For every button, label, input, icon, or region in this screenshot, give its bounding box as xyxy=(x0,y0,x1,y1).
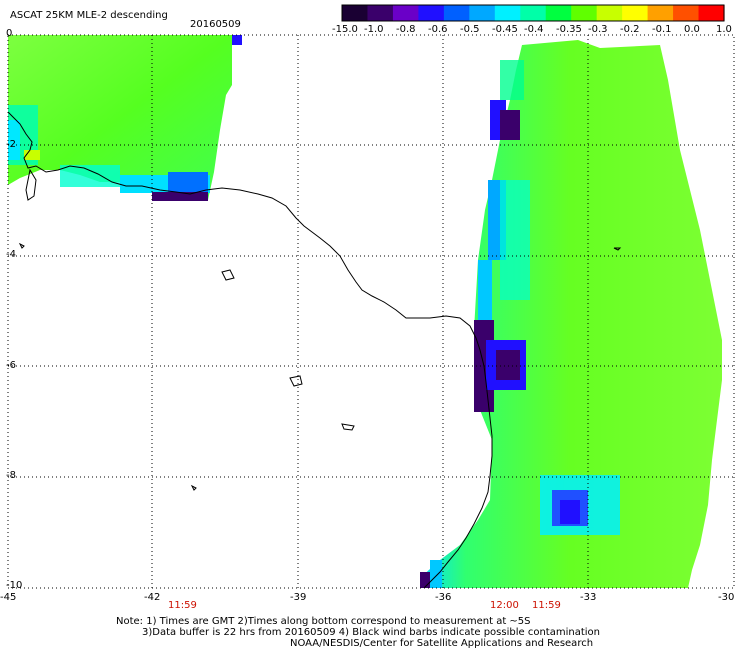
y-tick-4: -8 xyxy=(6,470,16,481)
colorbar-swatch xyxy=(673,5,700,21)
x-tick-2: -39 xyxy=(290,592,307,603)
colorbar-frame xyxy=(341,4,725,22)
product-date: 20160509 xyxy=(190,19,241,30)
colorbar-swatch xyxy=(545,5,572,21)
x-tick-0: -45 xyxy=(0,592,17,603)
east-swath xyxy=(420,40,722,588)
colorbar-swatch xyxy=(622,5,649,21)
y-tick-1: -2 xyxy=(6,139,16,150)
colorbar-swatch xyxy=(520,5,547,21)
coastline xyxy=(7,111,622,589)
colorbar-tick-label: 0.0 xyxy=(684,24,700,35)
colorbar-swatch xyxy=(494,5,521,21)
colorbar-tick-label: -0.1 xyxy=(652,24,672,35)
y-tick-0: 0 xyxy=(6,28,13,39)
colorbar-tick-label: -1.0 xyxy=(364,24,384,35)
x-tick-1: -42 xyxy=(144,592,161,603)
colorbar xyxy=(341,4,725,22)
west-swath xyxy=(8,35,242,201)
x-tick-5: -30 xyxy=(718,592,735,603)
colorbar-tick-label: -15.0 xyxy=(332,24,358,35)
graticule xyxy=(8,35,734,588)
pass-time-east-1: 12:00 xyxy=(490,600,519,611)
colorbar-swatch xyxy=(647,5,674,21)
colorbar-swatch xyxy=(596,5,623,21)
colorbar-tick-label: -0.45 xyxy=(492,24,518,35)
product-title: ASCAT 25KM MLE-2 descending xyxy=(10,10,168,21)
colorbar-swatch xyxy=(469,5,496,21)
y-tick-3: -6 xyxy=(6,360,16,371)
colorbar-tick-label: -0.2 xyxy=(620,24,640,35)
colorbar-tick-label: -0.8 xyxy=(396,24,416,35)
x-tick-3: -36 xyxy=(435,592,452,603)
colorbar-swatch xyxy=(367,5,394,21)
colorbar-tick-label: -0.6 xyxy=(428,24,448,35)
colorbar-tick-label: -0.4 xyxy=(524,24,544,35)
colorbar-tick-label: -0.5 xyxy=(460,24,480,35)
note-line-1: Note: 1) Times are GMT 2)Times along bot… xyxy=(116,616,531,627)
note-line-2: 3)Data buffer is 22 hrs from 20160509 4)… xyxy=(142,627,600,638)
colorbar-swatch xyxy=(392,5,419,21)
colorbar-swatch xyxy=(418,5,445,21)
y-tick-5: -10 xyxy=(6,580,23,591)
pass-time-west: 11:59 xyxy=(168,600,197,611)
colorbar-tick-label: 1.0 xyxy=(716,24,732,35)
pass-time-east-2: 11:59 xyxy=(532,600,561,611)
colorbar-tick-label: -0.35 xyxy=(556,24,582,35)
x-tick-4: -33 xyxy=(580,592,597,603)
colorbar-swatch xyxy=(342,5,369,21)
colorbar-swatch xyxy=(698,5,725,21)
note-line-3: NOAA/NESDIS/Center for Satellite Applica… xyxy=(290,638,594,649)
colorbar-swatch xyxy=(571,5,598,21)
colorbar-swatch xyxy=(443,5,470,21)
colorbar-tick-label: -0.3 xyxy=(588,24,608,35)
y-tick-2: -4 xyxy=(6,249,16,260)
